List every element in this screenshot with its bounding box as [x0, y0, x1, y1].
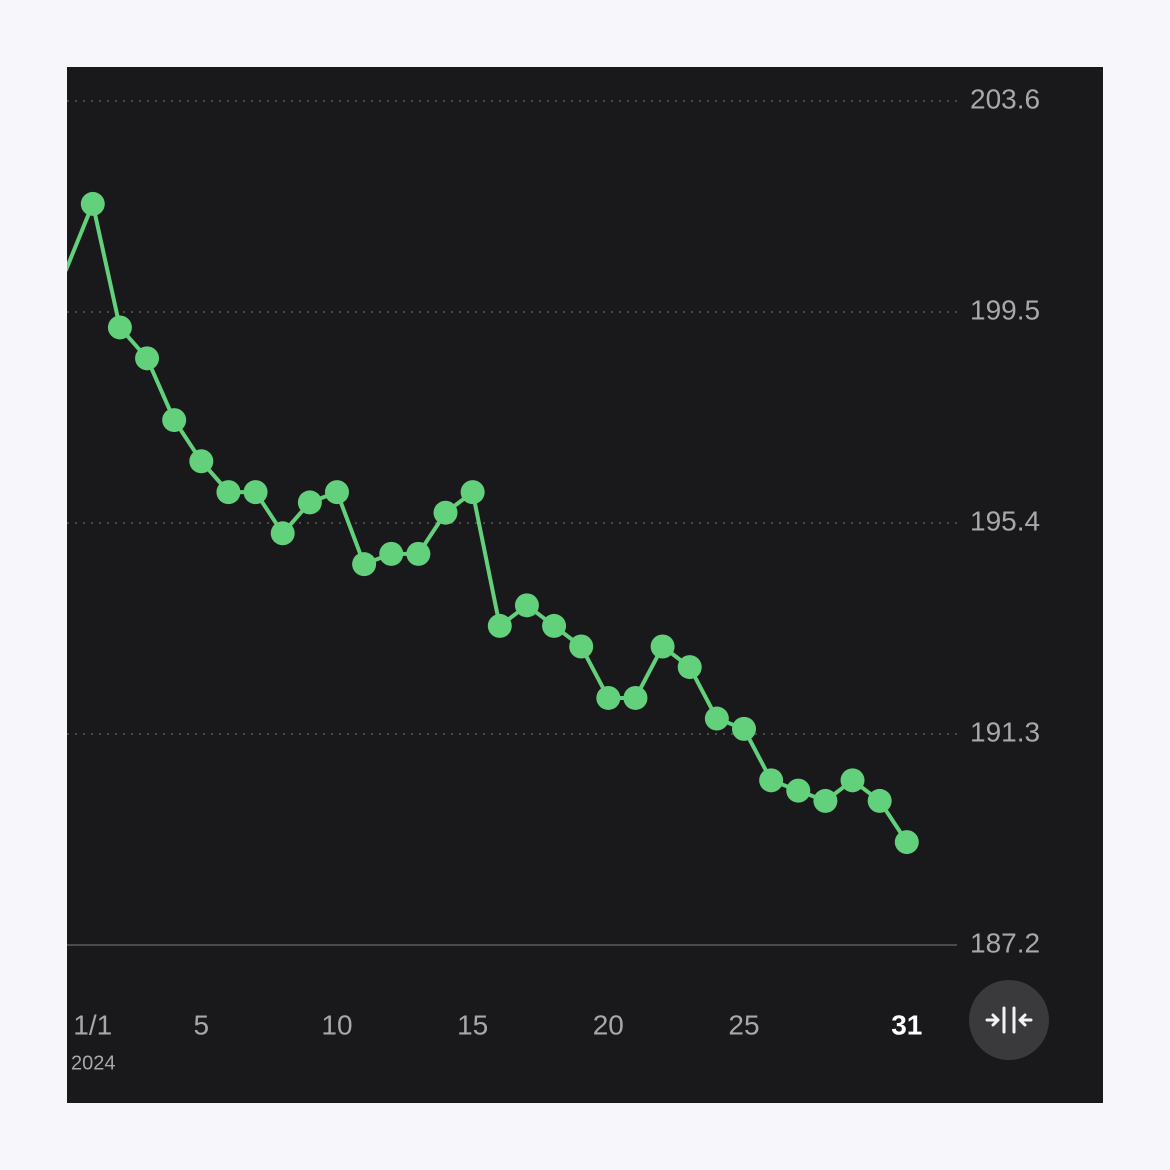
data-point [297, 490, 322, 515]
data-point [650, 634, 675, 659]
data-point [162, 408, 187, 433]
data-point [243, 480, 268, 505]
grid [67, 100, 957, 946]
x-tick-label: 15 [457, 1009, 488, 1040]
compress-button[interactable] [969, 980, 1049, 1060]
data-point [677, 655, 702, 680]
y-tick-label: 187.2 [970, 927, 1040, 958]
y-tick-label: 203.6 [970, 83, 1040, 114]
data-point [623, 685, 648, 710]
data-point [894, 830, 919, 855]
data-point [786, 778, 811, 803]
data-point [840, 768, 865, 793]
plot-area [67, 191, 919, 855]
data-point [270, 521, 295, 546]
data-point [189, 449, 214, 474]
x-tick-label: 31 [891, 1009, 922, 1040]
y-tick-label: 195.4 [970, 505, 1040, 536]
data-point [406, 541, 431, 566]
data-point [324, 480, 349, 505]
button-background[interactable] [969, 980, 1049, 1060]
data-point [379, 541, 404, 566]
button-icon [985, 1006, 1033, 1034]
year-label: 2024 [71, 1052, 116, 1074]
x-tick-label: 5 [194, 1009, 210, 1040]
data-point [216, 480, 241, 505]
data-point [596, 685, 621, 710]
x-tick-label: 25 [728, 1009, 759, 1040]
data-point [107, 315, 132, 340]
data-point [487, 613, 512, 638]
data-point [759, 768, 784, 793]
data-point [352, 552, 377, 577]
x-tick-label: 1/1 [73, 1009, 112, 1040]
y-tick-label: 191.3 [970, 716, 1040, 747]
x-tick-label: 10 [321, 1009, 352, 1040]
data-point [514, 593, 539, 618]
axis-labels: 187.2 191.3 195.4 199.5 203.6 1/1 5 10 15 20 25 31 2… [71, 83, 1040, 1074]
data-point [460, 480, 485, 505]
data-point [569, 634, 594, 659]
chart-panel [67, 67, 1103, 1103]
x-tick-label: 20 [593, 1009, 624, 1040]
data-point [135, 346, 160, 371]
data-point [731, 716, 756, 741]
data-point [80, 191, 105, 216]
data-point [813, 788, 838, 813]
y-tick-label: 199.5 [970, 294, 1040, 325]
data-point [704, 706, 729, 731]
data-point [433, 500, 458, 525]
data-point [867, 788, 892, 813]
data-point [542, 613, 567, 638]
